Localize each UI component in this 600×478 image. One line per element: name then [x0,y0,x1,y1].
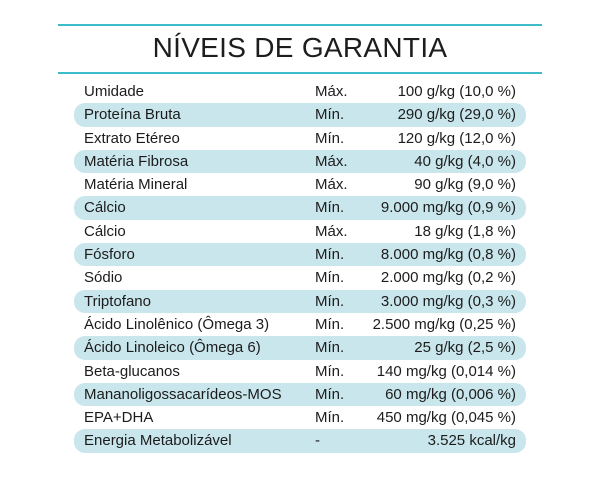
nutrient-name: Extrato Etéreo [84,129,180,147]
nutrient-value: 3.000 mg/kg (0,3 %) [380,292,516,310]
limit-type: Mín. [315,315,345,333]
limit-type: Mín. [315,199,345,217]
nutrient-name: Umidade [84,83,145,100]
table-row: Matéria Fibrosa Máx. 40 g/kg (4,0 %) [74,149,526,174]
nutrient-name: Proteína Bruta [84,106,181,124]
limit-type: Mín. [315,339,345,357]
nutrient-name: Ácido Linolênico (Ômega 3) [84,315,270,333]
nutrient-value: 290 g/kg (29,0 %) [397,106,516,124]
nutrient-name: Cálcio [84,222,126,240]
limit-type: Mín. [315,409,345,427]
table-row: Matéria Mineral Máx. 90 g/kg (9,0 %) [74,173,526,196]
top-divider [58,24,542,26]
table-row: Cálcio Máx. 18 g/kg (1,8 %) [74,220,526,243]
table-row: Proteína Bruta Mín. 290 g/kg (29,0 %) [74,103,526,127]
nutrient-value: 40 g/kg (4,0 %) [414,152,516,170]
table-row: Fósforo Mín. 8.000 mg/kg (0,8 %) [74,243,526,267]
nutrient-value: 8.000 mg/kg (0,8 %) [380,246,516,264]
nutrient-name: EPA+DHA [84,409,154,427]
nutrient-name: Ácido Linoleico (Ômega 6) [84,339,261,357]
nutrient-value: 18 g/kg (1,8 %) [414,222,516,240]
table-row: Beta-glucanos Mín. 140 mg/kg (0,014 %) [74,360,526,383]
nutrient-value: 2.500 mg/kg (0,25 %) [372,315,516,333]
title-divider [58,72,542,74]
nutrient-table: Umidade Máx. 100 g/kg (10,0 %) Proteína … [74,80,526,453]
nutrient-value: 450 mg/kg (0,045 %) [376,409,516,427]
table-row: Sódio Mín. 2.000 mg/kg (0,2 %) [74,266,526,289]
nutrient-value: 25 g/kg (2,5 %) [414,339,516,357]
table-row: Extrato Etéreo Mín. 120 g/kg (12,0 %) [74,127,526,150]
limit-type: Mín. [315,129,345,147]
table-row: Mananoligossacarídeos-MOS Mín. 60 mg/kg … [74,382,526,407]
table-row: Triptofano Mín. 3.000 mg/kg (0,3 %) [74,289,526,313]
limit-type: Máx. [315,152,348,170]
table-row: Ácido Linoleico (Ômega 6) Mín. 25 g/kg (… [74,336,526,360]
limit-type: Máx. [315,176,348,194]
nutrient-name: Triptofano [84,292,151,310]
nutrient-value: 90 g/kg (9,0 %) [414,176,516,194]
nutrient-value: 2.000 mg/kg (0,2 %) [380,269,516,287]
table-row: Ácido Linolênico (Ômega 3) Mín. 2.500 mg… [74,313,526,336]
limit-type: Máx. [315,83,348,100]
table-row: Cálcio Mín. 9.000 mg/kg (0,9 %) [74,196,526,220]
limit-type: - [315,432,320,450]
nutrient-name: Matéria Fibrosa [84,152,189,170]
nutrient-value: 100 g/kg (10,0 %) [397,83,516,100]
nutrient-name: Mananoligossacarídeos-MOS [84,385,282,403]
nutrient-value: 120 g/kg (12,0 %) [397,129,516,147]
guarantee-levels-panel: NÍVEIS DE GARANTIA Umidade Máx. 100 g/kg… [58,24,542,454]
nutrient-name: Matéria Mineral [84,176,188,194]
nutrient-value: 9.000 mg/kg (0,9 %) [380,199,516,217]
limit-type: Mín. [315,269,345,287]
nutrient-name: Energia Metabolizável [84,432,232,450]
limit-type: Mín. [315,106,345,124]
nutrient-value: 60 mg/kg (0,006 %) [385,385,516,403]
nutrient-name: Fósforo [84,246,135,264]
limit-type: Mín. [315,362,345,380]
page-title: NÍVEIS DE GARANTIA [152,32,448,63]
limit-type: Máx. [315,222,348,240]
limit-type: Mín. [315,292,345,310]
nutrient-value: 140 mg/kg (0,014 %) [376,362,516,380]
nutrient-name: Cálcio [84,199,126,217]
table-row: Umidade Máx. 100 g/kg (10,0 %) [74,80,526,103]
limit-type: Mín. [315,385,345,403]
table-row: Energia Metabolizável - 3.525 kcal/kg [74,429,526,453]
nutrient-name: Sódio [84,269,123,287]
table-row: EPA+DHA Mín. 450 mg/kg (0,045 %) [74,406,526,429]
nutrient-value: 3.525 kcal/kg [427,432,516,450]
limit-type: Mín. [315,246,345,264]
nutrient-name: Beta-glucanos [84,362,180,380]
